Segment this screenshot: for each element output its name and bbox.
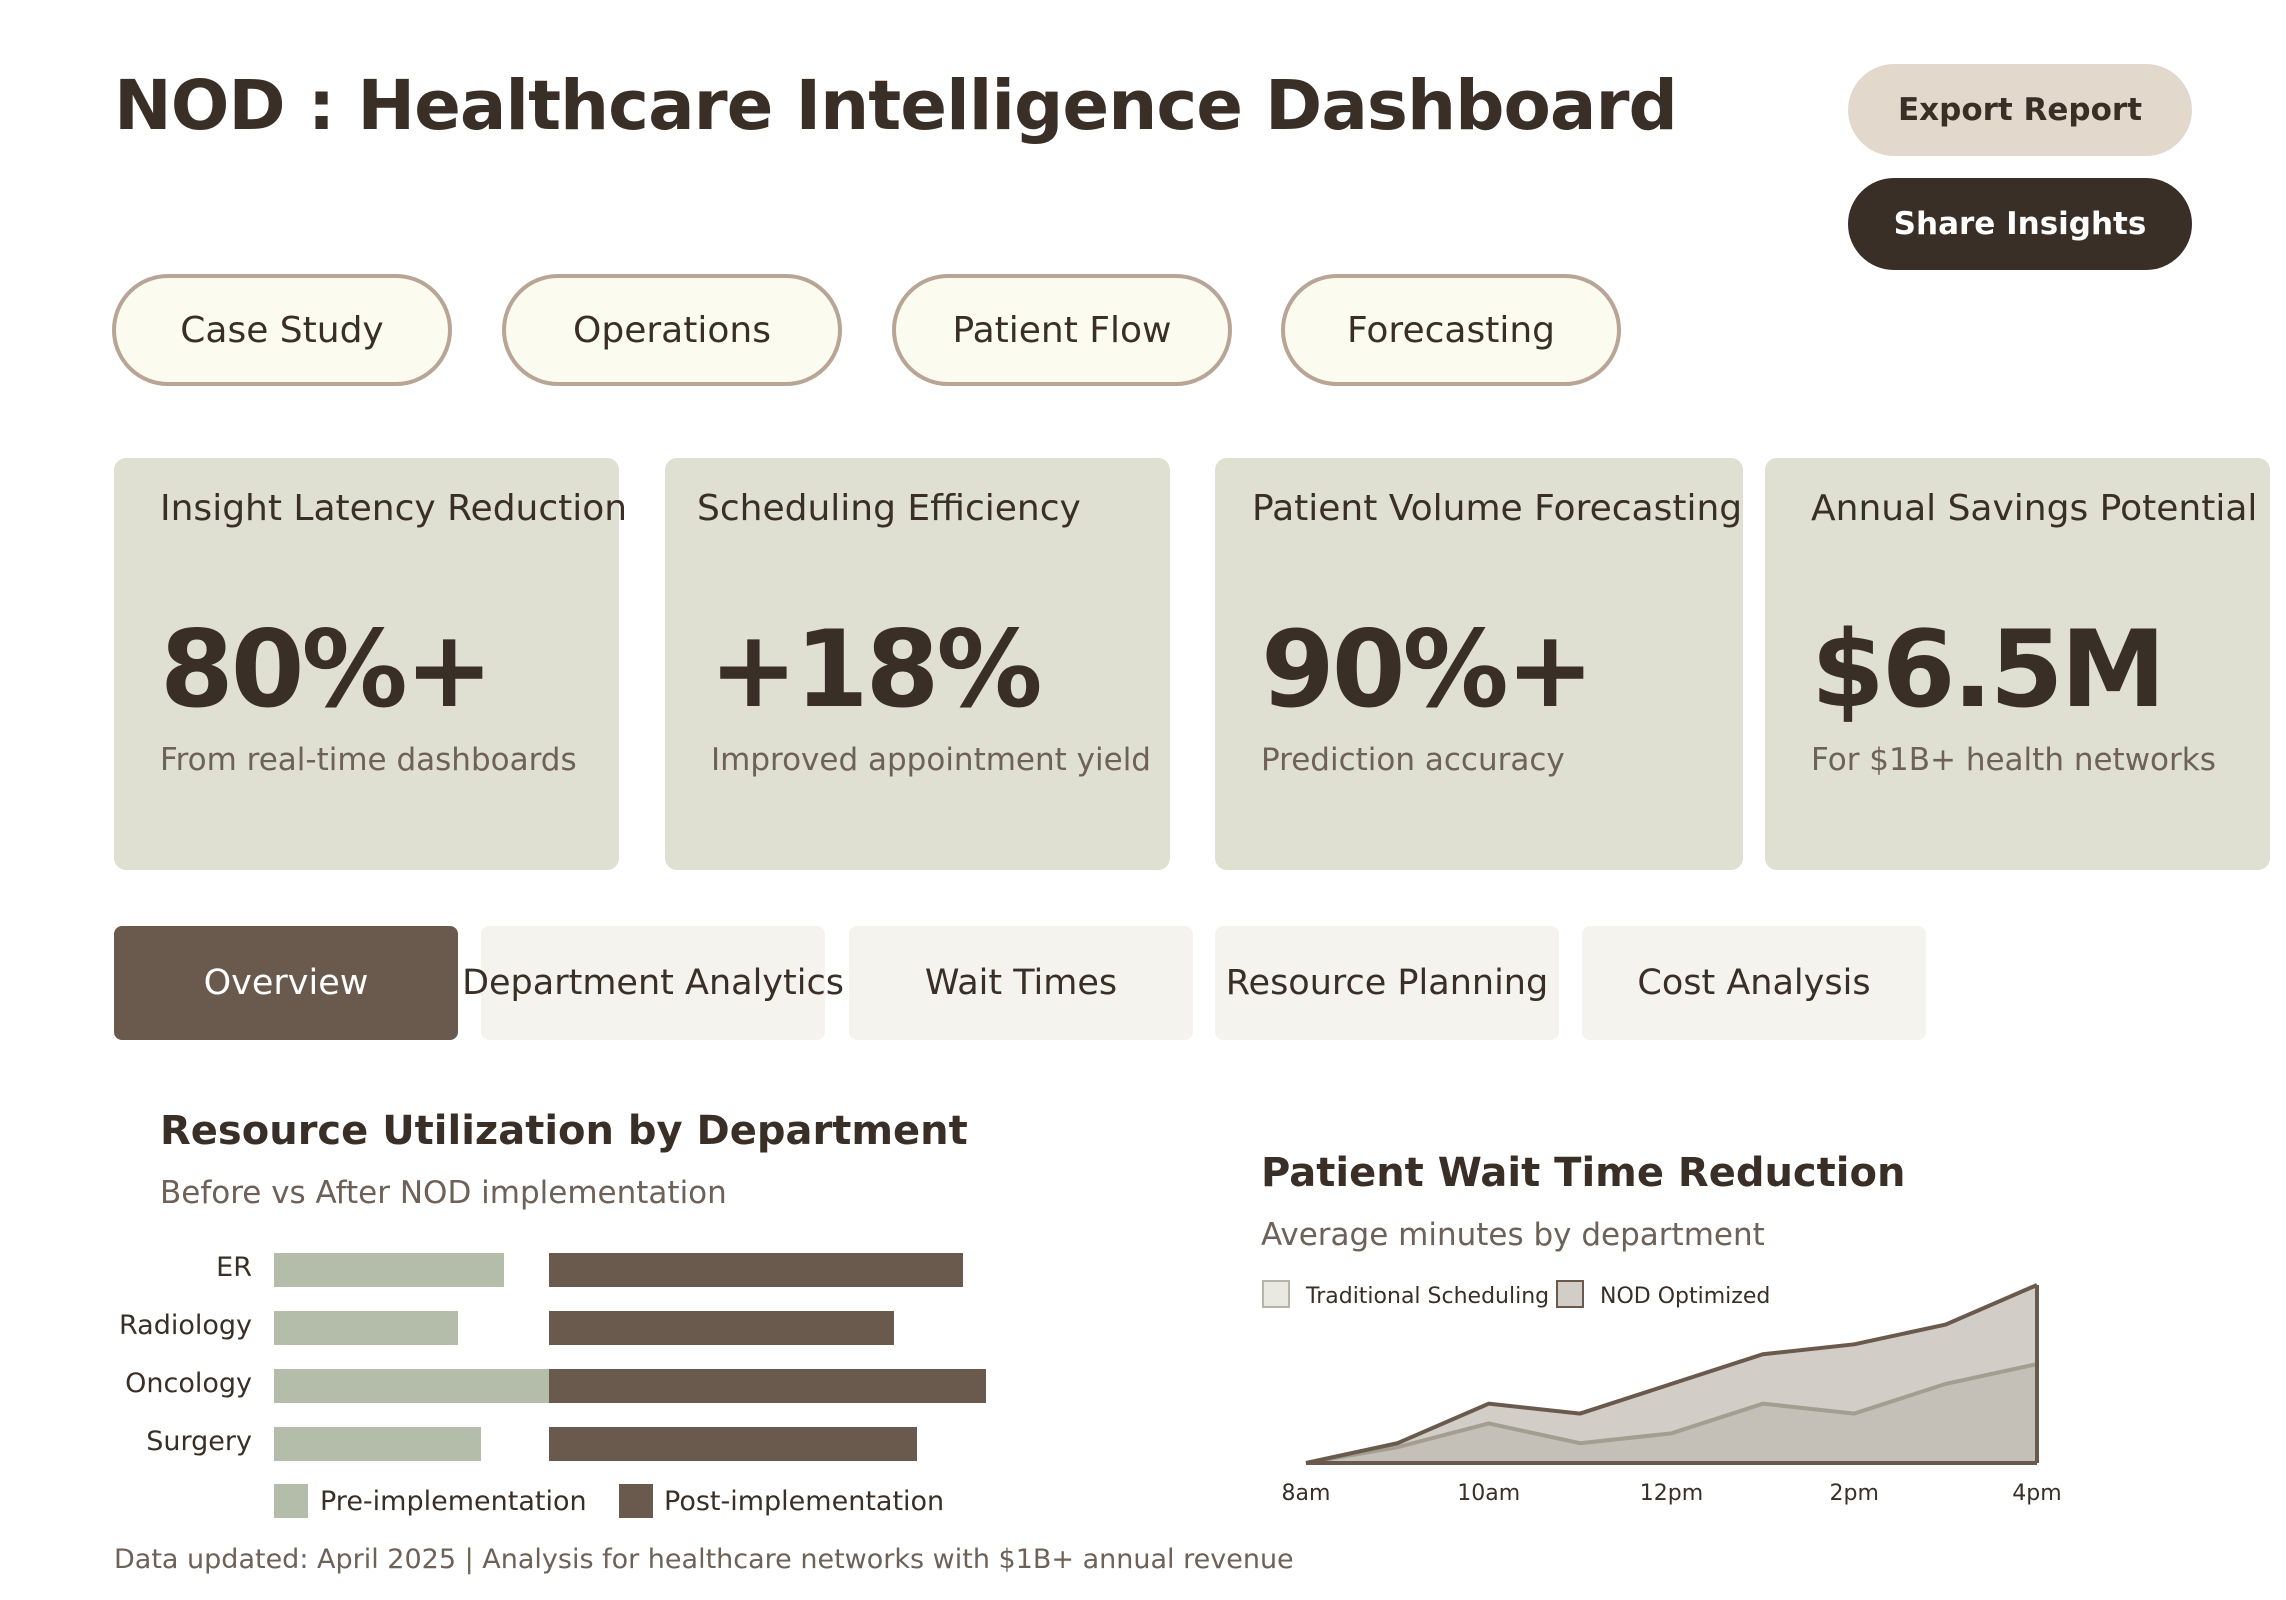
- legend-swatch-nod: [1556, 1280, 1584, 1308]
- metric-subtext: For $1B+ health networks: [1811, 742, 2216, 778]
- metric-label: Scheduling Efficiency: [697, 488, 1081, 529]
- bar-post-surgery: [549, 1427, 917, 1461]
- line-nod-optimized: [1305, 1283, 2038, 1465]
- legend-label-pre: Pre-implementation: [320, 1486, 587, 1517]
- metric-card-latency: Insight Latency Reduction 80%+ From real…: [114, 458, 627, 870]
- tab-department-analytics[interactable]: Department Analytics: [462, 926, 844, 1040]
- pill-patient-flow[interactable]: Patient Flow: [892, 274, 1232, 386]
- metric-label: Insight Latency Reduction: [160, 488, 628, 529]
- x-tick-10am: 10am: [1457, 1481, 1520, 1506]
- x-tick-4pm: 4pm: [2012, 1481, 2061, 1506]
- metric-value: 90%+: [1261, 608, 1595, 731]
- resource-chart-title: Resource Utilization by Department: [160, 1108, 968, 1154]
- category-label-oncology: Oncology: [125, 1368, 252, 1399]
- metric-card-scheduling: Scheduling Efficiency +18% Improved appo…: [665, 458, 1170, 870]
- category-label-radiology: Radiology: [119, 1310, 252, 1341]
- legend-label-post: Post-implementation: [664, 1486, 944, 1517]
- area-traditional: [1306, 1364, 2037, 1463]
- legend-swatch-post: [619, 1484, 653, 1518]
- metric-label: Patient Volume Forecasting: [1252, 488, 1743, 529]
- resource-utilization-chart: ER Radiology Oncology Surgery Pre-implementa…: [119, 1252, 986, 1518]
- legend-label-nod: NOD Optimized: [1600, 1284, 1770, 1309]
- category-label-er: ER: [216, 1252, 252, 1283]
- bar-post-er: [549, 1253, 963, 1287]
- metric-card-forecasting: Patient Volume Forecasting 90%+ Predicti…: [1215, 458, 1743, 870]
- metric-label: Annual Savings Potential: [1811, 488, 2258, 529]
- bar-post-radiology: [549, 1311, 894, 1345]
- x-tick-8am: 8am: [1282, 1481, 1331, 1506]
- wait-chart-title: Patient Wait Time Reduction: [1261, 1150, 1906, 1196]
- metric-subtext: From real-time dashboards: [160, 742, 577, 778]
- pill-operations[interactable]: Operations: [502, 274, 842, 386]
- metric-value: 80%+: [160, 608, 494, 731]
- wait-time-chart: Traditional Scheduling NOD Optimized 8am 10…: [1262, 1280, 2062, 1506]
- bar-post-oncology: [549, 1369, 986, 1403]
- legend-label-traditional: Traditional Scheduling: [1305, 1284, 1549, 1309]
- legend-swatch-pre: [274, 1484, 308, 1518]
- bar-pre-oncology: [274, 1369, 550, 1403]
- tab-wait-times[interactable]: Wait Times: [849, 926, 1193, 1040]
- x-tick-2pm: 2pm: [1830, 1481, 1879, 1506]
- tab-resource-planning[interactable]: Resource Planning: [1215, 926, 1559, 1040]
- wait-chart-subtitle: Average minutes by department: [1261, 1217, 1765, 1253]
- page-title: NOD : Healthcare Intelligence Dashboard: [114, 66, 1678, 146]
- pill-case-study[interactable]: Case Study: [112, 274, 452, 386]
- line-traditional: [1305, 1362, 2038, 1465]
- metric-subtext: Prediction accuracy: [1261, 742, 1565, 778]
- category-label-surgery: Surgery: [146, 1426, 252, 1457]
- metric-value: +18%: [709, 608, 1043, 731]
- metric-card-savings: Annual Savings Potential $6.5M For $1B+ …: [1765, 458, 2270, 870]
- export-report-button[interactable]: Export Report: [1848, 64, 2192, 156]
- x-tick-12pm: 12pm: [1640, 1481, 1703, 1506]
- metric-subtext: Improved appointment yield: [711, 742, 1151, 778]
- resource-chart-subtitle: Before vs After NOD implementation: [160, 1175, 727, 1211]
- bar-pre-radiology: [274, 1311, 458, 1345]
- share-insights-button[interactable]: Share Insights: [1848, 178, 2192, 270]
- bar-pre-surgery: [274, 1427, 481, 1461]
- bar-pre-er: [274, 1253, 504, 1287]
- tab-cost-analysis[interactable]: Cost Analysis: [1582, 926, 1926, 1040]
- legend-swatch-traditional: [1262, 1280, 1290, 1308]
- tab-overview[interactable]: Overview: [114, 926, 458, 1040]
- footer-note: Data updated: April 2025 | Analysis for …: [114, 1544, 1294, 1575]
- metric-value: $6.5M: [1811, 608, 2166, 731]
- pill-forecasting[interactable]: Forecasting: [1281, 274, 1621, 386]
